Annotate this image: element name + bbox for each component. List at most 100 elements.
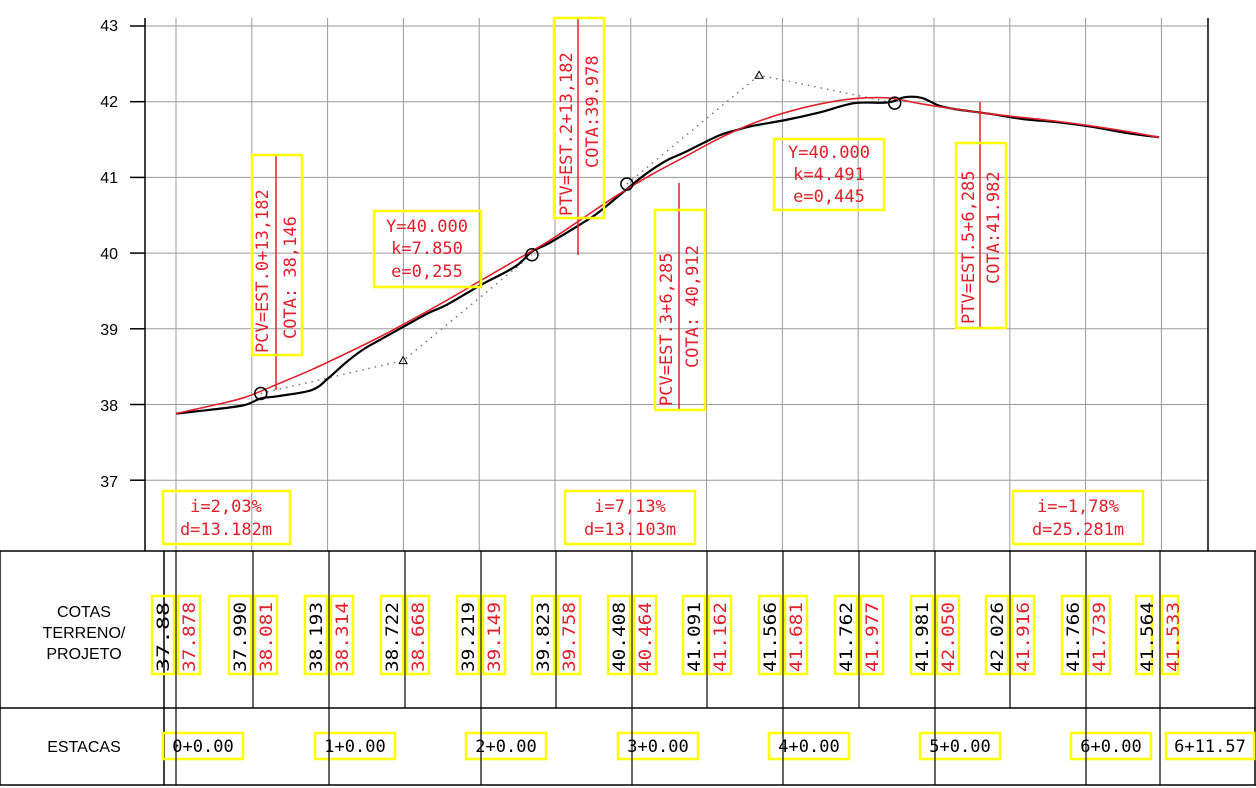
- design-value-box: [176, 594, 202, 676]
- grade3-slope: i=−1,78%: [1037, 497, 1119, 517]
- curve-point-markers: [254, 96, 902, 401]
- tangent-vertex-marker: [398, 355, 408, 365]
- station-box: [918, 731, 1002, 761]
- ptv2-elevation-label: COTA:41.982: [984, 171, 1004, 284]
- ptv-point-marker: [525, 248, 539, 262]
- tangent-lines: [260, 70, 895, 395]
- terrain-elevation-value: 38.722: [383, 602, 403, 672]
- pcv1-elevation-label: COTA: 38,146: [281, 216, 301, 339]
- design-value-box: [859, 594, 885, 676]
- design-elevation-value: 41.916: [1014, 602, 1034, 672]
- terrain-value-box: [606, 594, 632, 676]
- curve2-k: k=4.491: [793, 165, 865, 185]
- series-layer: [175, 95, 1160, 415]
- terrain-elevation-value: 41.564: [1138, 602, 1158, 672]
- terrain-elevation-value: 39.823: [534, 602, 554, 672]
- grade1-annotation: i=2,03% d=13.182m: [161, 489, 292, 546]
- terrain-elevation-value: 41.766: [1064, 602, 1084, 672]
- terrain-elevation-value: 42.026: [988, 602, 1008, 672]
- station-box: [1069, 731, 1153, 761]
- y-tick-label: 40: [100, 246, 118, 263]
- terrain-elevation-value: 41.762: [837, 602, 857, 672]
- curve1-parameters: Y=40.000 k=7.850 e=0,255: [372, 209, 483, 289]
- terrain-elevation-value: 37.990: [231, 602, 251, 672]
- design-elevation-value: 38.081: [257, 602, 277, 672]
- design-value-box: [1086, 594, 1112, 676]
- ptv1-elevation-label: COTA:39.978: [583, 55, 603, 168]
- ptv2-station-label: PTV=EST.5+6,285: [959, 170, 979, 324]
- terrain-value-box: [984, 594, 1010, 676]
- grade2-length: d=13.103m: [584, 520, 676, 540]
- terrain-value-box: [455, 594, 481, 676]
- curve1-k: k=7.850: [391, 239, 463, 259]
- pcv-point-marker: [620, 177, 634, 191]
- tangent-vertex-marker: [754, 70, 764, 79]
- terrain-value-box: [757, 594, 783, 676]
- terrain-value-box: [681, 594, 707, 676]
- station-box: [161, 731, 245, 761]
- y-tick-label: 42: [100, 94, 118, 111]
- ptv2-annotation: PTV=EST.5+6,285 COTA:41.982: [954, 102, 1008, 330]
- pcv-point-marker: [254, 386, 268, 401]
- estacas-header: ESTACAS: [47, 739, 121, 756]
- terrain-value-box: [303, 594, 329, 676]
- terrain-elevation-value: 40.408: [610, 602, 630, 672]
- station-label: 4+0.00: [778, 737, 839, 757]
- terrain-elevation-value: 39.219: [459, 602, 479, 672]
- design-value-box: [632, 594, 658, 676]
- y-tick-label: 41: [100, 170, 118, 187]
- terrain-elevation-value: 41.981: [913, 602, 933, 672]
- design-elevation-value: 41.739: [1090, 602, 1110, 672]
- profile-table: COTAS TERRENO/ PROJETO ESTACAS 37.88 37.8…: [0, 550, 1256, 786]
- pcv1-station-label: PCV=EST.0+13,182: [253, 189, 273, 353]
- design-elevation-value: 42.050: [939, 602, 959, 672]
- design-value-box: [329, 594, 355, 676]
- station-box: [616, 731, 700, 761]
- design-value-box: [253, 594, 279, 676]
- terrain-value-box: [1134, 594, 1154, 676]
- design-value-box: [405, 594, 431, 676]
- design-elevation-value: 37.878: [180, 602, 200, 672]
- design-elevation-value: 38.314: [333, 602, 353, 672]
- station-label: 6+11.57: [1174, 737, 1246, 757]
- terrain-value-box: [1060, 594, 1086, 676]
- design-value-box: [481, 594, 507, 676]
- cotas-header-line: COTAS: [57, 604, 111, 621]
- grade2-annotation: i=7,13% d=13.103m: [563, 489, 697, 546]
- ptv1-annotation: PTV=EST.2+13,182 COTA:39.978: [552, 16, 606, 255]
- terrain-elevation-value: 37.88: [154, 602, 174, 672]
- station-box: [767, 731, 851, 761]
- curve2-y: Y=40.000: [788, 143, 870, 163]
- terrain-value-box: [530, 594, 556, 676]
- terrain-value-box: [909, 594, 935, 676]
- curve1-y: Y=40.000: [386, 217, 468, 237]
- estacas-values: 0+0.00 1+0.00 2+0.00 3+0.00 4+0.00 5+0.00 6+0.…: [161, 708, 1256, 785]
- y-tick-label: 37: [100, 474, 118, 491]
- design-value-box: [1010, 594, 1036, 676]
- terrain-value-box: [379, 594, 405, 676]
- grade1-length: d=13.182m: [180, 520, 272, 540]
- terrain-elevation-value: 41.091: [685, 602, 705, 672]
- ptv-point-marker: [887, 96, 902, 110]
- pcv2-station-label: PCV=EST.3+6,285: [657, 252, 677, 406]
- design-value-box: [783, 594, 809, 676]
- terrain-value-box: [150, 594, 176, 676]
- terrain-value-box: [833, 594, 859, 676]
- grade3-length: d=25.281m: [1032, 520, 1124, 540]
- cotas-values: 37.88 37.878 37.990 38.081 38.193 38.314 38.72…: [150, 551, 1184, 708]
- curve2-e: e=0,445: [793, 187, 865, 207]
- design-elevation-value: 38.668: [409, 602, 429, 672]
- design-value-box: [707, 594, 733, 676]
- design-value-box: [935, 594, 961, 676]
- station-label: 5+0.00: [929, 737, 990, 757]
- curve1-e: e=0,255: [391, 262, 463, 282]
- design-line: [175, 96, 1160, 415]
- pcv2-annotation: PCV=EST.3+6,285 COTA: 40,912: [653, 183, 707, 412]
- station-label: 3+0.00: [627, 737, 688, 757]
- station-label: 2+0.00: [475, 737, 536, 757]
- design-value-box: [1160, 594, 1180, 676]
- station-label: 6+0.00: [1080, 737, 1141, 757]
- station-box: [464, 731, 548, 761]
- y-tick-label: 38: [100, 398, 118, 415]
